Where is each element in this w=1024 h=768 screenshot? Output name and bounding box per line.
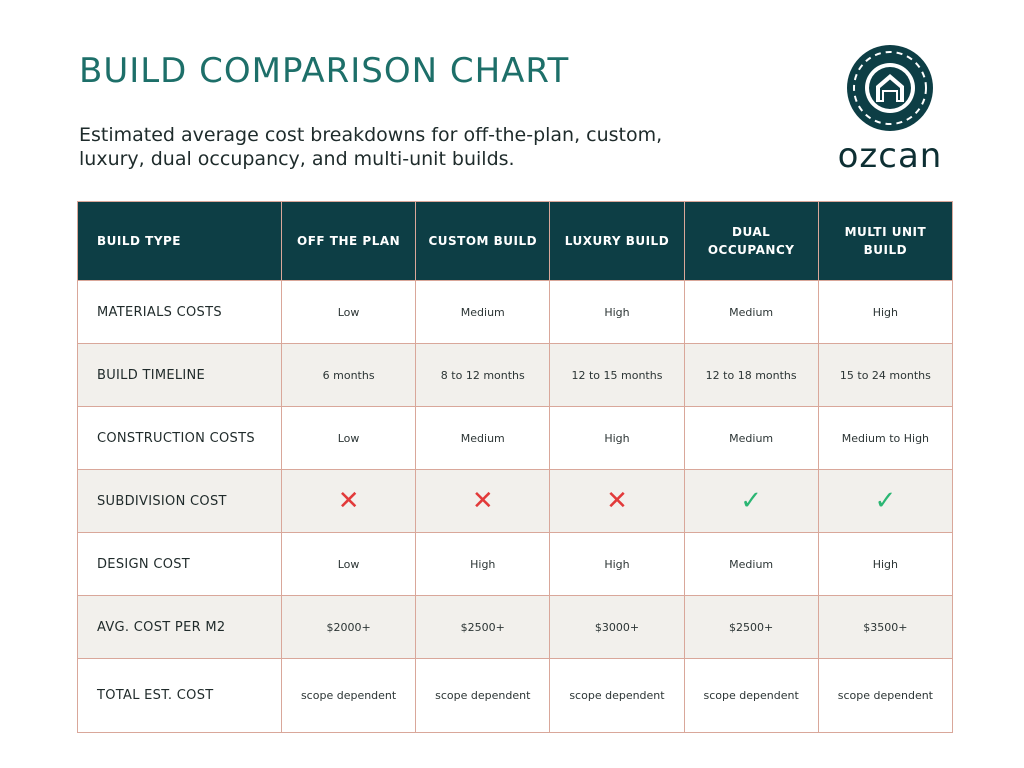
ozcan-logo: ozcan [832,40,948,178]
header-off-the-plan: OFF THE PLAN [280,201,417,281]
table-cell: $2000+ [280,595,417,659]
table-row-total-est-cost: TOTAL EST. COST scope dependent scope de… [77,658,954,733]
header-dual-occupancy: DUAL OCCUPANCY [683,201,819,281]
page-title: BUILD COMPARISON CHART [79,51,570,91]
table-cell: ✓ [683,469,819,533]
table-cell: Low [280,532,417,596]
row-label: TOTAL EST. COST [77,658,282,733]
house-in-gear-icon [847,45,933,131]
table-cell: $2500+ [683,595,819,659]
table-cell: scope dependent [280,658,417,733]
table-cell: High [549,406,685,470]
table-cell: Medium to High [817,406,954,470]
check-icon: ✓ [740,486,763,516]
row-label: SUBDIVISION COST [77,469,282,533]
table-cell: High [817,532,954,596]
table-cell: 15 to 24 months [817,343,954,407]
table-cell: High [817,280,954,344]
table-cell: ✕ [280,469,417,533]
table-cell: $3500+ [817,595,954,659]
table-cell: 12 to 18 months [683,343,819,407]
table-cell: scope dependent [415,658,551,733]
header-custom-build: CUSTOM BUILD [415,201,551,281]
row-label: CONSTRUCTION COSTS [77,406,282,470]
comparison-table: BUILD TYPE OFF THE PLAN CUSTOM BUILD LUX… [77,201,954,733]
table-cell: scope dependent [817,658,954,733]
check-icon: ✓ [874,486,897,516]
row-label: BUILD TIMELINE [77,343,282,407]
table-cell: High [415,532,551,596]
table-cell: ✕ [549,469,685,533]
cross-icon: ✕ [337,486,360,516]
table-cell: scope dependent [683,658,819,733]
table-cell: 8 to 12 months [415,343,551,407]
table-row-build-timeline: BUILD TIMELINE 6 months 8 to 12 months 1… [77,343,954,407]
header-multi-unit-build: MULTI UNIT BUILD [817,201,954,281]
table-cell: Medium [415,280,551,344]
header-build-type: BUILD TYPE [77,201,282,281]
table-row-construction-costs: CONSTRUCTION COSTS Low Medium High Mediu… [77,406,954,470]
page-subtitle: Estimated average cost breakdowns for of… [79,124,663,170]
table-row-materials-costs: MATERIALS COSTS Low Medium High Medium H… [77,280,954,344]
table-cell: 6 months [280,343,417,407]
logo-text: ozcan [837,136,943,176]
table-cell: ✕ [415,469,551,533]
cross-icon: ✕ [606,486,628,516]
table-cell: Medium [683,280,819,344]
table-row-avg-cost-per-m2: AVG. COST PER M2 $2000+ $2500+ $3000+ $2… [77,595,954,659]
row-label: DESIGN COST [77,532,282,596]
row-label: MATERIALS COSTS [77,280,282,344]
table-cell: Low [280,280,417,344]
row-label: AVG. COST PER M2 [77,595,282,659]
table-cell: ✓ [817,469,954,533]
table-cell: Medium [683,406,819,470]
table-cell: Low [280,406,417,470]
header-luxury-build: LUXURY BUILD [549,201,685,281]
table-row-subdivision-cost: SUBDIVISION COST ✕ ✕ ✕ ✓ ✓ [77,469,954,533]
table-header-row: BUILD TYPE OFF THE PLAN CUSTOM BUILD LUX… [77,201,954,281]
table-cell: High [549,280,685,344]
table-cell: scope dependent [549,658,685,733]
table-row-design-cost: DESIGN COST Low High High Medium High [77,532,954,596]
table-cell: High [549,532,685,596]
table-cell: Medium [683,532,819,596]
table-cell: 12 to 15 months [549,343,685,407]
table-cell: $2500+ [415,595,551,659]
table-cell: $3000+ [549,595,685,659]
table-cell: Medium [415,406,551,470]
cross-icon: ✕ [471,486,494,516]
